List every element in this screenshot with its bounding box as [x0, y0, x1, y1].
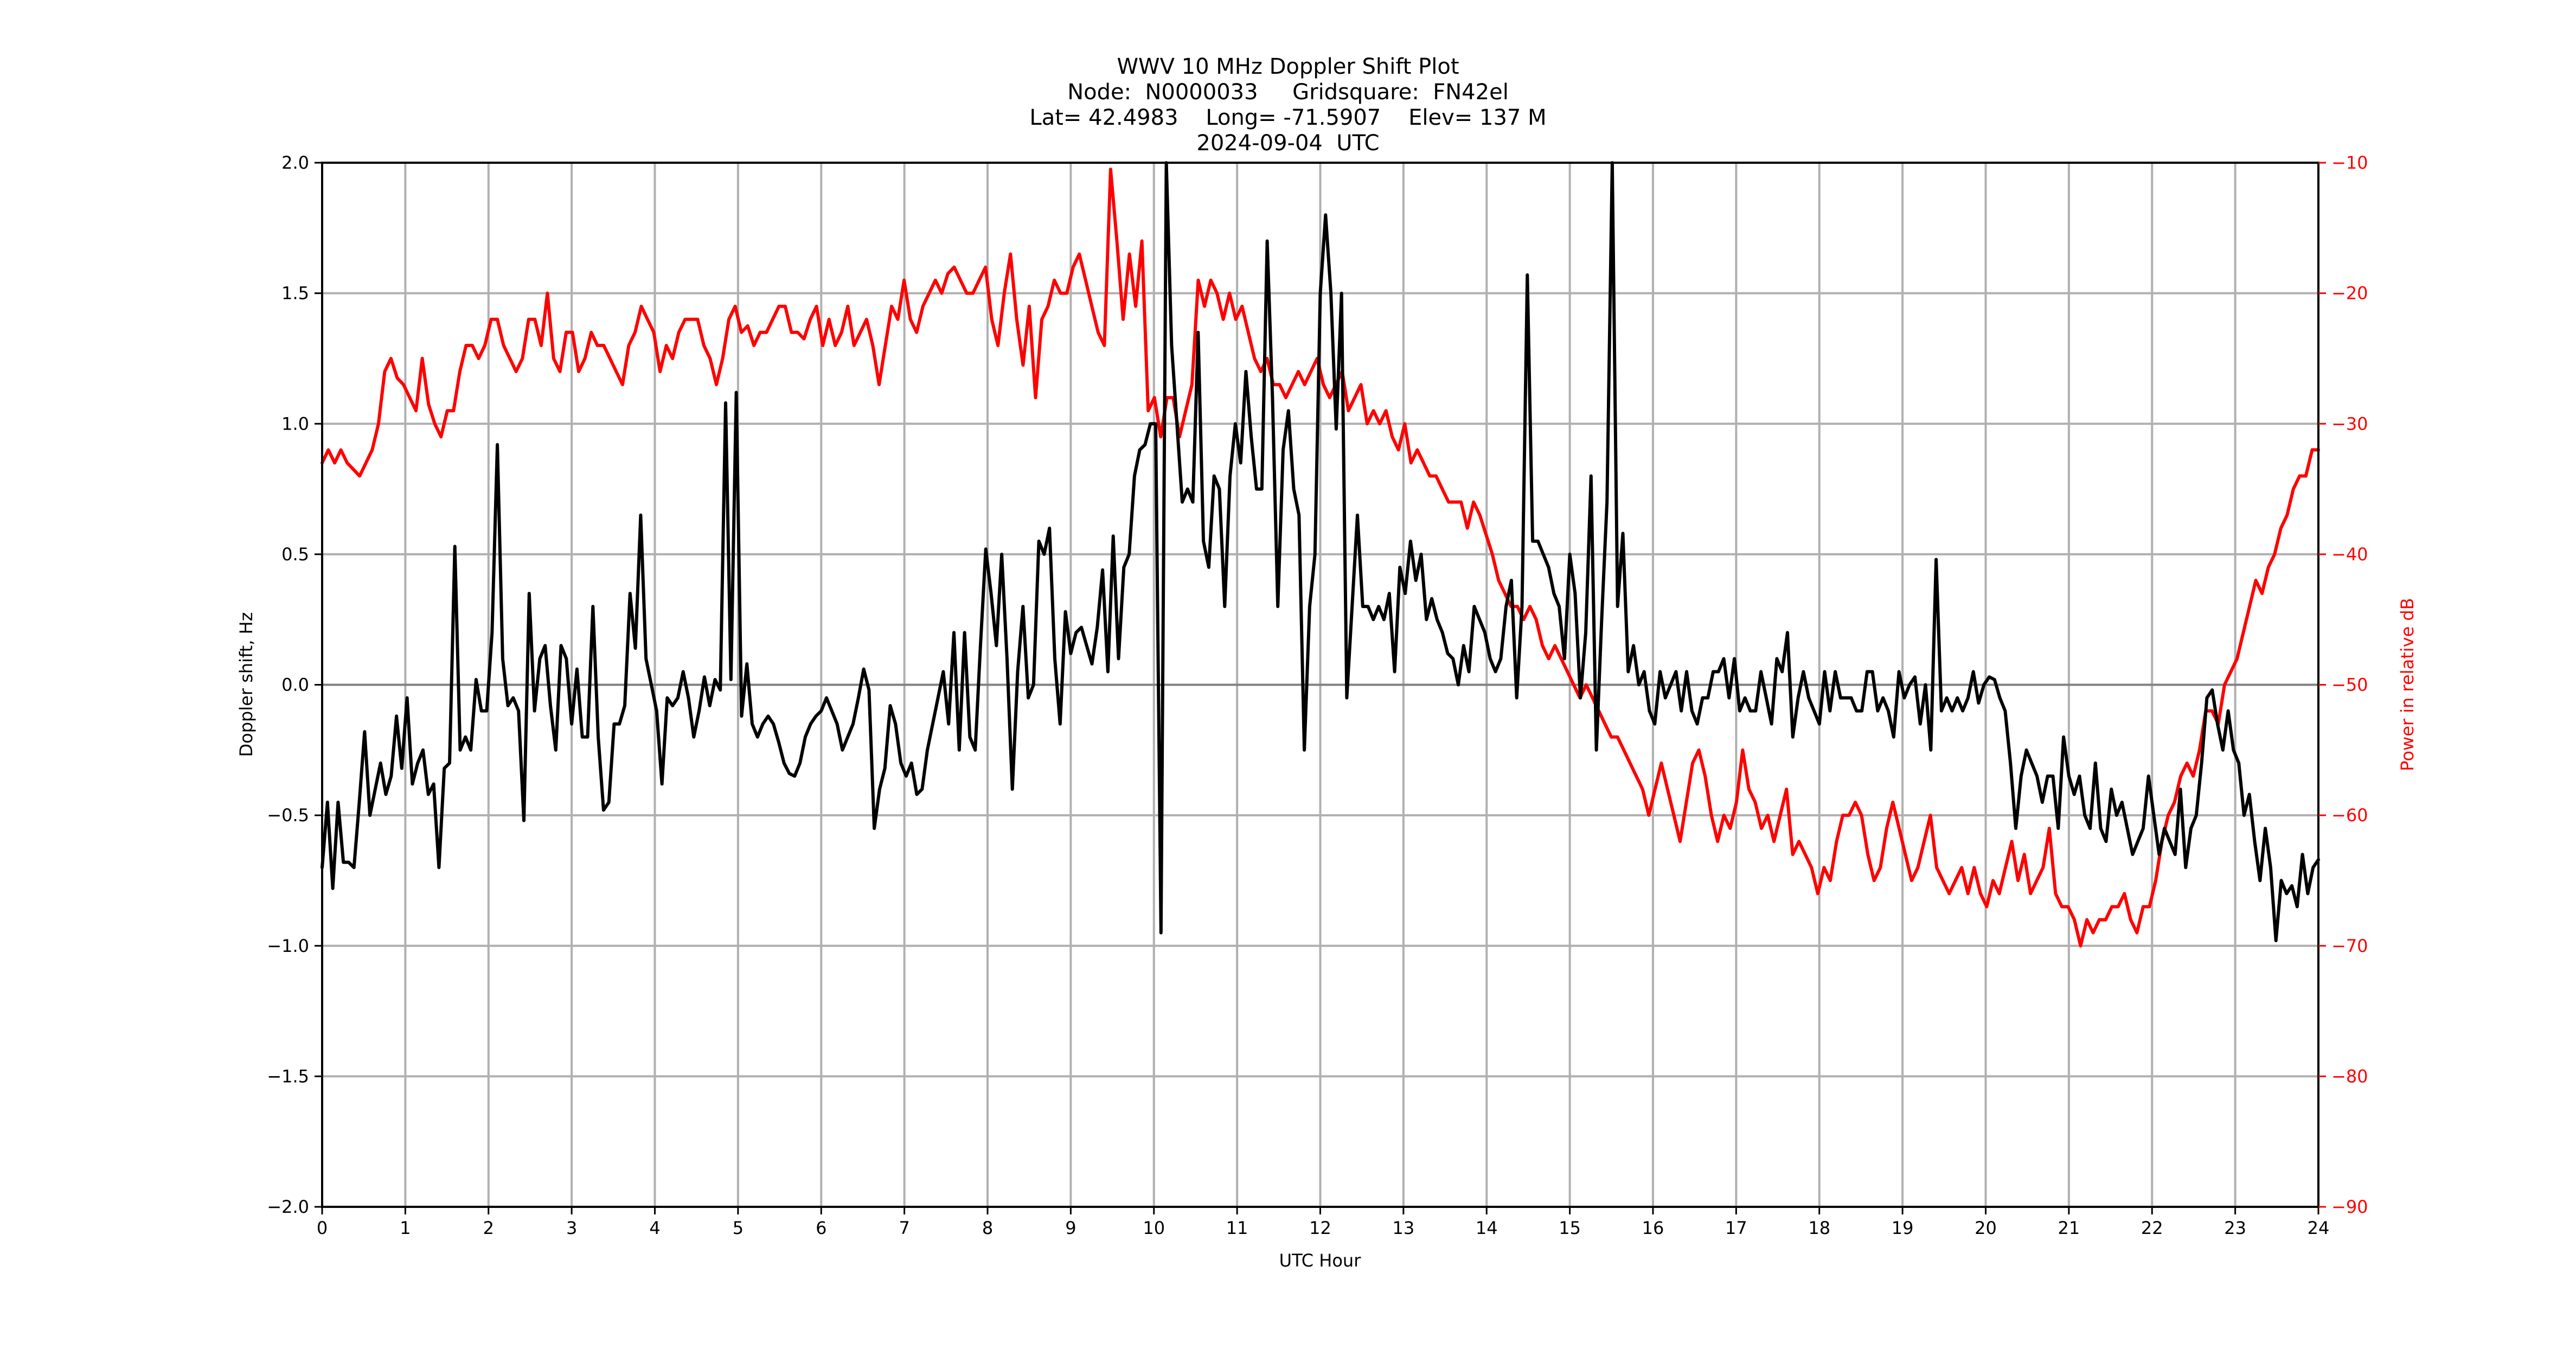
x-tick-label: 8 — [982, 1218, 993, 1238]
y-tick-label: 2.0 — [281, 152, 309, 173]
y2-axis-label: Power in relative dB — [2397, 598, 2418, 771]
x-tick-label: 14 — [1476, 1218, 1498, 1238]
x-tick-label: 18 — [1808, 1218, 1830, 1238]
y-tick-label: 1.5 — [281, 283, 309, 304]
x-tick-label: 7 — [899, 1218, 909, 1238]
x-tick-label: 1 — [400, 1218, 411, 1238]
chart-title: WWV 10 MHz Doppler Shift Plot Node: N000… — [0, 54, 2576, 156]
x-tick-label: 15 — [1559, 1218, 1581, 1238]
x-tick-label: 0 — [317, 1218, 328, 1238]
y2-tick-label: −30 — [2331, 413, 2368, 434]
y-tick-label: 1.0 — [281, 413, 309, 434]
y-tick-label: −1.0 — [267, 936, 309, 956]
y2-tick-label: −40 — [2331, 544, 2368, 565]
y-tick-label: −1.5 — [267, 1066, 309, 1086]
title-main: WWV 10 MHz Doppler Shift Plot — [1117, 54, 1459, 79]
x-tick-label: 9 — [1065, 1218, 1076, 1238]
y2-tick-label: −80 — [2331, 1066, 2368, 1086]
x-tick-label: 17 — [1725, 1218, 1747, 1238]
x-tick-label: 24 — [2308, 1218, 2330, 1238]
y-tick-label: 0.0 — [281, 675, 309, 695]
x-tick-label: 4 — [649, 1218, 660, 1238]
x-tick-label: 6 — [816, 1218, 826, 1238]
x-tick-label: 13 — [1393, 1218, 1415, 1238]
x-tick-label: 22 — [2141, 1218, 2163, 1238]
y2-tick-label: −60 — [2331, 805, 2368, 826]
x-tick-label: 23 — [2224, 1218, 2246, 1238]
y-tick-label: 0.5 — [281, 544, 309, 565]
x-tick-label: 20 — [1975, 1218, 1997, 1238]
x-tick-label: 21 — [2058, 1218, 2080, 1238]
x-tick-label: 3 — [566, 1218, 577, 1238]
x-tick-label: 11 — [1226, 1218, 1248, 1238]
y2-tick-label: −70 — [2331, 936, 2368, 956]
x-tick-label: 2 — [483, 1218, 494, 1238]
title-node: Node: N0000033 Gridsquare: FN42el — [1067, 80, 1509, 105]
y-tick-label: −0.5 — [267, 805, 309, 826]
x-tick-label: 16 — [1642, 1218, 1664, 1238]
x-tick-label: 12 — [1309, 1218, 1331, 1238]
y2-tick-label: −50 — [2331, 675, 2368, 695]
tick-labels: 0 1 2 3 4 5 6 7 8 9 10 11 12 13 14 15 16 17 18 19 20 21 22 23 24… — [267, 152, 2368, 1238]
x-tick-label: 19 — [1892, 1218, 1914, 1238]
x-tick-label: 10 — [1143, 1218, 1165, 1238]
title-date: 2024-09-04 UTC — [1196, 131, 1380, 156]
x-tick-label: 5 — [733, 1218, 744, 1238]
y-tick-label: −2.0 — [267, 1197, 309, 1217]
y2-tick-label: −90 — [2331, 1197, 2368, 1217]
x-axis-label: UTC Hour — [1279, 1250, 1362, 1271]
title-location: Lat= 42.4983 Long= -71.5907 Elev= 137 M — [1029, 105, 1547, 130]
y-axis-label: Doppler shift, Hz — [236, 612, 257, 757]
doppler-series-line — [321, 161, 2320, 943]
y2-tick-label: −20 — [2331, 283, 2368, 304]
y2-tick-label: −10 — [2331, 152, 2368, 173]
